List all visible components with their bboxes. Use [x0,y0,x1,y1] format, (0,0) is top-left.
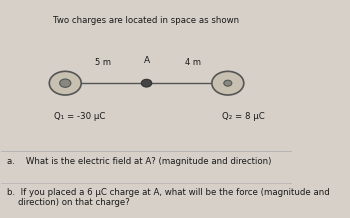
Text: 5 m: 5 m [95,58,111,67]
Text: A: A [144,56,149,65]
Circle shape [212,71,244,95]
Text: Two charges are located in space as shown: Two charges are located in space as show… [54,16,240,26]
Text: b.  If you placed a 6 μC charge at A, what will be the force (magnitude and
    : b. If you placed a 6 μC charge at A, wha… [7,187,330,207]
Text: a.    What is the electric field at A? (magnitude and direction): a. What is the electric field at A? (mag… [7,157,272,166]
Circle shape [60,79,71,87]
Text: Q₂ = 8 μC: Q₂ = 8 μC [222,112,265,121]
Circle shape [141,79,152,87]
Text: 4 m: 4 m [185,58,201,67]
Text: Q₁ = -30 μC: Q₁ = -30 μC [54,112,105,121]
Circle shape [49,71,81,95]
Circle shape [224,80,232,86]
